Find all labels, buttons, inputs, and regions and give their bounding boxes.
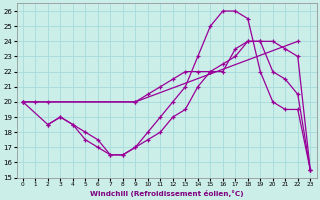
X-axis label: Windchill (Refroidissement éolien,°C): Windchill (Refroidissement éolien,°C) — [90, 190, 244, 197]
